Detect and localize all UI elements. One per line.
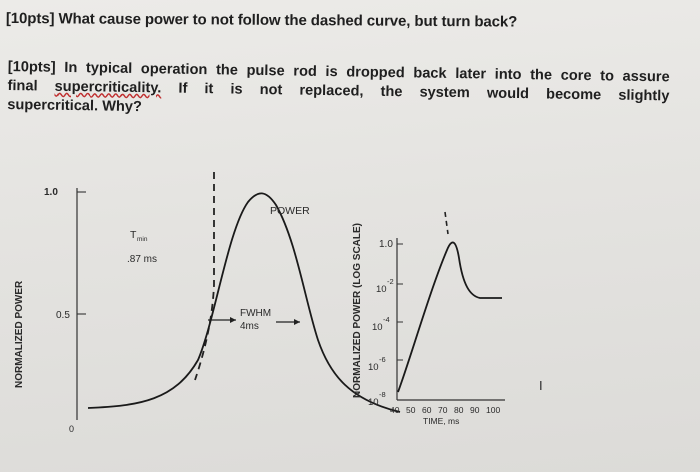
right-ytick-3-base: 10 — [368, 362, 379, 373]
left-ytick-1: 1.0 — [44, 187, 58, 198]
right-xtick-40: 40 — [390, 405, 400, 415]
right-xtick-90: 90 — [470, 405, 480, 415]
right-ylabel: NORMALIZED POWER (LOG SCALE) — [352, 223, 363, 398]
fwhm-arrowhead-right — [294, 319, 300, 325]
dashed-curve — [194, 172, 215, 381]
right-ytick-1-exp: -2 — [387, 277, 394, 286]
right-xtick-60: 60 — [422, 405, 432, 415]
right-xtick-100: 100 — [486, 405, 500, 415]
left-ylabel: NORMALIZED POWER — [14, 280, 25, 388]
right-xtick-50: 50 — [406, 405, 416, 415]
fwhm-value: 4ms — [240, 321, 259, 332]
right-ytick-2-exp: -4 — [383, 315, 390, 324]
left-ytick-05: 0.5 — [56, 310, 70, 321]
left-ytick-0: 0 — [69, 424, 74, 434]
power-curve-label: POWER — [270, 205, 310, 217]
right-ytick-1-base: 10 — [376, 284, 387, 295]
fwhm-label: FWHM — [240, 308, 271, 319]
text-cursor-icon: I — [539, 378, 543, 393]
power-curve — [87, 192, 401, 413]
right-dashed-curve — [444, 211, 449, 235]
right-ytick-4-base: 10 — [368, 397, 379, 408]
right-ytick-3-exp: -6 — [379, 355, 386, 364]
fwhm-arrowhead-left — [230, 317, 236, 323]
right-xlabel: TIME, ms — [423, 416, 459, 426]
right-xtick-70: 70 — [438, 405, 448, 415]
tmin-label: T — [130, 229, 137, 241]
tmin-value: .87 ms — [127, 254, 157, 265]
right-ytick-0: 1.0 — [379, 239, 393, 250]
left-panel: 1.0 0.5 0 NORMALIZED POWER POWER T min .… — [14, 172, 401, 434]
log-power-curve — [397, 241, 502, 393]
right-panel: NORMALIZED POWER (LOG SCALE) 1.0 10 -2 1… — [352, 211, 505, 426]
right-ytick-4-exp: -8 — [379, 390, 386, 399]
tmin-subscript: min — [137, 236, 148, 243]
right-ytick-2-base: 10 — [372, 322, 383, 333]
right-xtick-80: 80 — [454, 405, 464, 415]
